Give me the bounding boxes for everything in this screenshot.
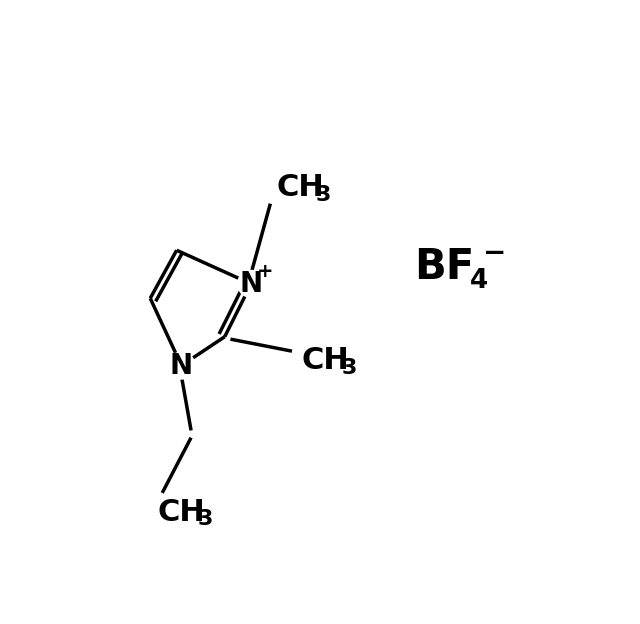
Circle shape bbox=[237, 270, 264, 298]
Text: 4: 4 bbox=[470, 268, 488, 293]
Text: −: − bbox=[483, 238, 506, 266]
Text: 3: 3 bbox=[342, 358, 357, 378]
Text: CH: CH bbox=[276, 173, 324, 202]
Text: CH: CH bbox=[157, 497, 205, 527]
Circle shape bbox=[168, 352, 195, 379]
Text: N: N bbox=[170, 351, 193, 379]
Text: +: + bbox=[257, 262, 274, 281]
Text: 3: 3 bbox=[197, 509, 212, 529]
Text: 3: 3 bbox=[316, 185, 332, 205]
Text: N: N bbox=[239, 270, 262, 298]
Text: BF: BF bbox=[415, 246, 475, 288]
Text: CH: CH bbox=[301, 346, 349, 375]
